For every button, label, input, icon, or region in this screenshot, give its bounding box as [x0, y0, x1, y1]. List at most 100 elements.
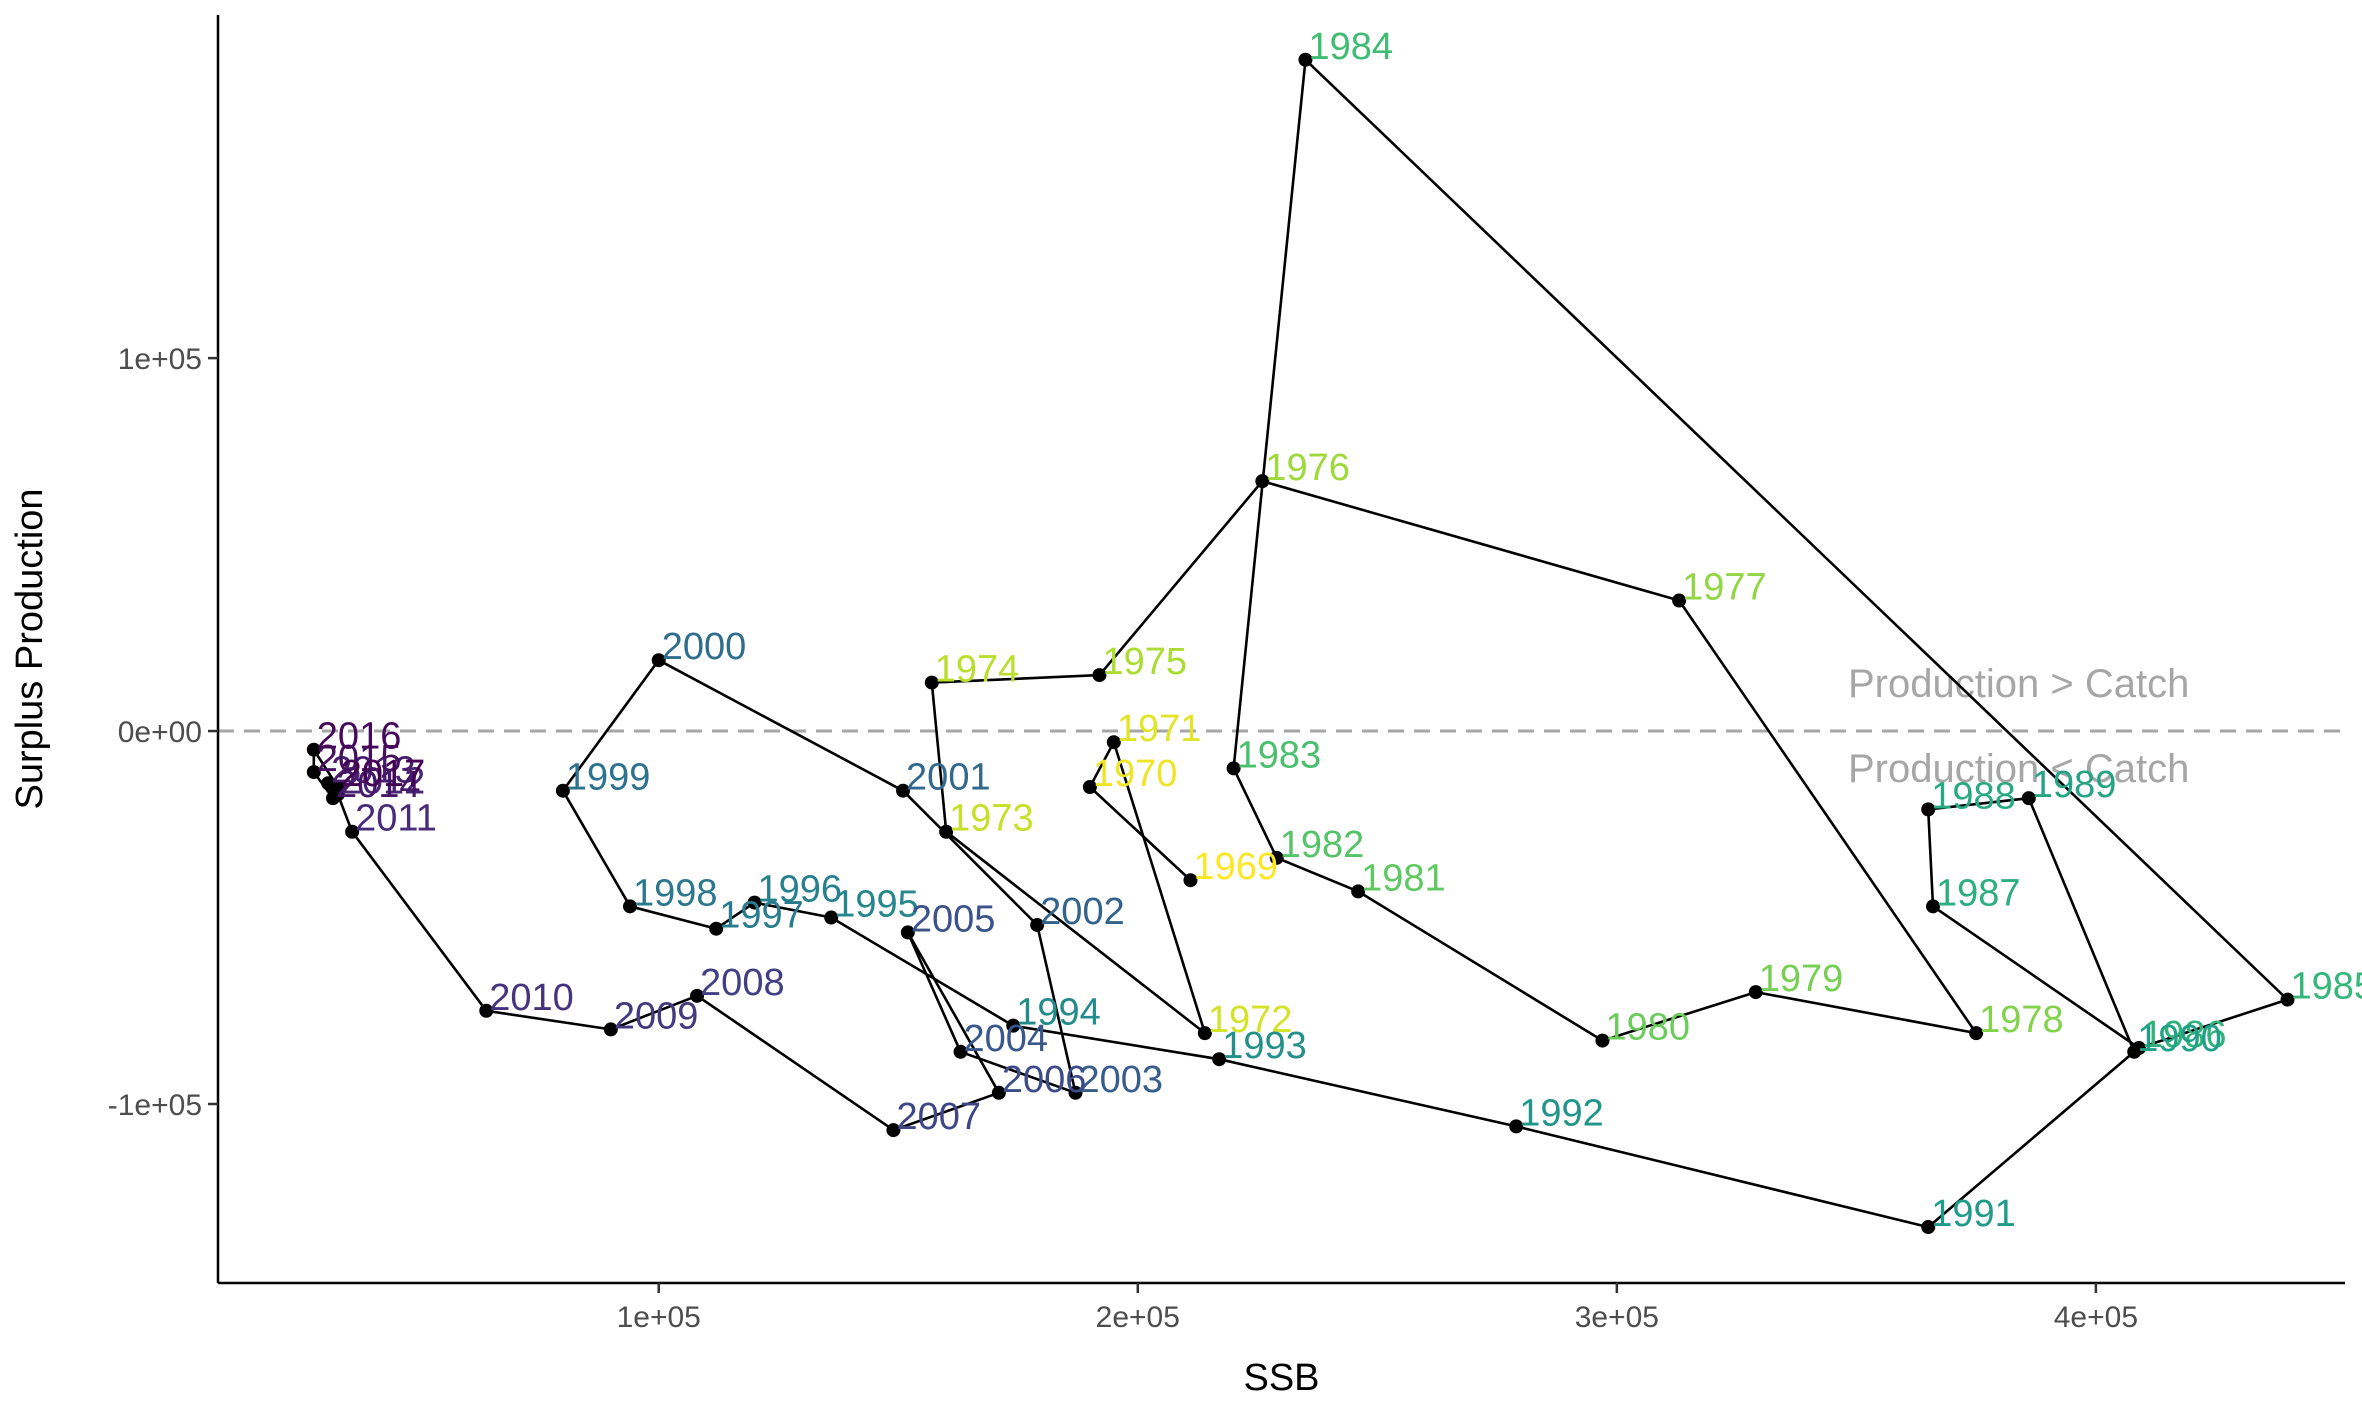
- point-label-2004: 2004: [964, 1018, 1049, 1060]
- point-label-2014: 2014: [336, 764, 421, 806]
- point-label-1985: 1985: [2291, 966, 2362, 1008]
- point-label-1994: 1994: [1016, 992, 1101, 1034]
- data-point-1985: [2280, 992, 2295, 1007]
- data-point-2016: [306, 742, 321, 757]
- point-label-1991: 1991: [1931, 1193, 2016, 1235]
- data-point-2010: [479, 1003, 494, 1018]
- data-point-1997: [709, 921, 724, 936]
- data-point-2015: [306, 765, 321, 780]
- data-point-1980: [1595, 1033, 1610, 1048]
- data-point-1970: [1082, 779, 1097, 794]
- data-point-1974: [924, 675, 939, 690]
- point-label-2017: 2017: [341, 753, 426, 795]
- point-label-1992: 1992: [1519, 1092, 1604, 1134]
- point-label-2013: 2013: [331, 749, 416, 791]
- y-tick-label: 0e+00: [118, 716, 202, 749]
- point-label-2005: 2005: [911, 898, 996, 940]
- point-label-2003: 2003: [1079, 1059, 1164, 1101]
- point-label-1997: 1997: [719, 895, 804, 937]
- point-label-1990: 1990: [2137, 1018, 2222, 1060]
- data-point-2014: [325, 791, 340, 806]
- point-label-2009: 2009: [614, 995, 699, 1037]
- data-point-2008: [690, 988, 705, 1003]
- point-label-2008: 2008: [700, 962, 785, 1004]
- point-label-1978: 1978: [1979, 999, 2064, 1041]
- data-point-1976: [1255, 474, 1270, 489]
- reference-below-label: Production < Catch: [1848, 747, 2189, 791]
- point-label-2015: 2015: [317, 738, 402, 780]
- point-label-2012: 2012: [341, 760, 426, 802]
- point-label-1986: 1986: [2142, 1014, 2227, 1056]
- data-point-1983: [1226, 761, 1241, 776]
- data-point-2002: [1030, 917, 1045, 932]
- x-tick-label: 1e+05: [617, 1301, 701, 1334]
- point-label-1970: 1970: [1093, 753, 1178, 795]
- x-tick-label: 3e+05: [1575, 1301, 1659, 1334]
- data-point-1971: [1106, 735, 1121, 750]
- point-label-1998: 1998: [633, 872, 718, 914]
- x-tick-label: 4e+05: [2054, 1301, 2138, 1334]
- data-point-1982: [1269, 850, 1284, 865]
- data-point-1977: [1672, 593, 1687, 608]
- point-label-2011: 2011: [355, 798, 437, 840]
- point-label-2002: 2002: [1040, 891, 1125, 933]
- reference-layer: Production > Catch Production < Catch: [218, 662, 2345, 791]
- point-label-2006: 2006: [1002, 1059, 1087, 1101]
- data-point-1987: [1926, 899, 1941, 914]
- point-label-1974: 1974: [935, 649, 1020, 691]
- data-point-1993: [1212, 1052, 1227, 1067]
- point-label-1971: 1971: [1117, 708, 1202, 750]
- point-label-1983: 1983: [1237, 734, 1322, 776]
- point-label-2001: 2001: [906, 757, 991, 799]
- point-label-1973: 1973: [949, 798, 1034, 840]
- point-label-1993: 1993: [1222, 1025, 1307, 1067]
- point-label-2016: 2016: [317, 716, 402, 758]
- point-label-1984: 1984: [1308, 26, 1393, 68]
- data-point-1972: [1197, 1026, 1212, 1041]
- point-label-1987: 1987: [1936, 872, 2021, 914]
- data-point-1975: [1092, 668, 1107, 683]
- data-point-1981: [1351, 884, 1366, 899]
- data-point-1999: [555, 783, 570, 798]
- data-point-1998: [622, 899, 637, 914]
- point-label-1989: 1989: [2032, 764, 2117, 806]
- point-label-1996: 1996: [758, 869, 843, 911]
- data-point-2011: [345, 824, 360, 839]
- data-point-1996: [747, 895, 762, 910]
- y-tick-label: 1e+05: [118, 343, 202, 376]
- data-point-1990: [2127, 1044, 2142, 1059]
- point-label-1977: 1977: [1682, 567, 1767, 609]
- data-point-2001: [896, 783, 911, 798]
- x-tick-label: 2e+05: [1096, 1301, 1180, 1334]
- data-point-1992: [1509, 1119, 1524, 1134]
- data-point-2007: [886, 1123, 901, 1138]
- data-point-1973: [939, 824, 954, 839]
- point-label-2007: 2007: [896, 1096, 981, 1138]
- y-axis-title: Surplus Production: [9, 488, 51, 809]
- points-layer: [306, 52, 2295, 1235]
- data-point-1994: [1006, 1018, 1021, 1033]
- point-label-2000: 2000: [662, 626, 747, 668]
- point-label-1969: 1969: [1193, 846, 1278, 888]
- data-point-1995: [824, 910, 839, 925]
- point-label-1975: 1975: [1102, 641, 1187, 683]
- axes-layer: SSB Surplus Production 1e+05 2e+05 3e+05 4e…: [9, 15, 2345, 1399]
- data-point-2005: [900, 925, 915, 940]
- data-point-2009: [603, 1022, 618, 1037]
- data-point-2000: [651, 653, 666, 668]
- data-point-1989: [2021, 791, 2036, 806]
- data-point-1969: [1183, 873, 1198, 888]
- point-label-1979: 1979: [1759, 958, 1844, 1000]
- data-point-2003: [1068, 1085, 1083, 1100]
- data-point-1978: [1969, 1026, 1984, 1041]
- reference-above-label: Production > Catch: [1848, 662, 2189, 706]
- y-tick-label: -1e+05: [108, 1089, 202, 1122]
- data-point-2004: [953, 1044, 968, 1059]
- point-label-1982: 1982: [1280, 824, 1365, 866]
- x-axis-title: SSB: [1243, 1357, 1319, 1399]
- point-label-1976: 1976: [1265, 447, 1350, 489]
- point-label-1980: 1980: [1605, 1007, 1690, 1049]
